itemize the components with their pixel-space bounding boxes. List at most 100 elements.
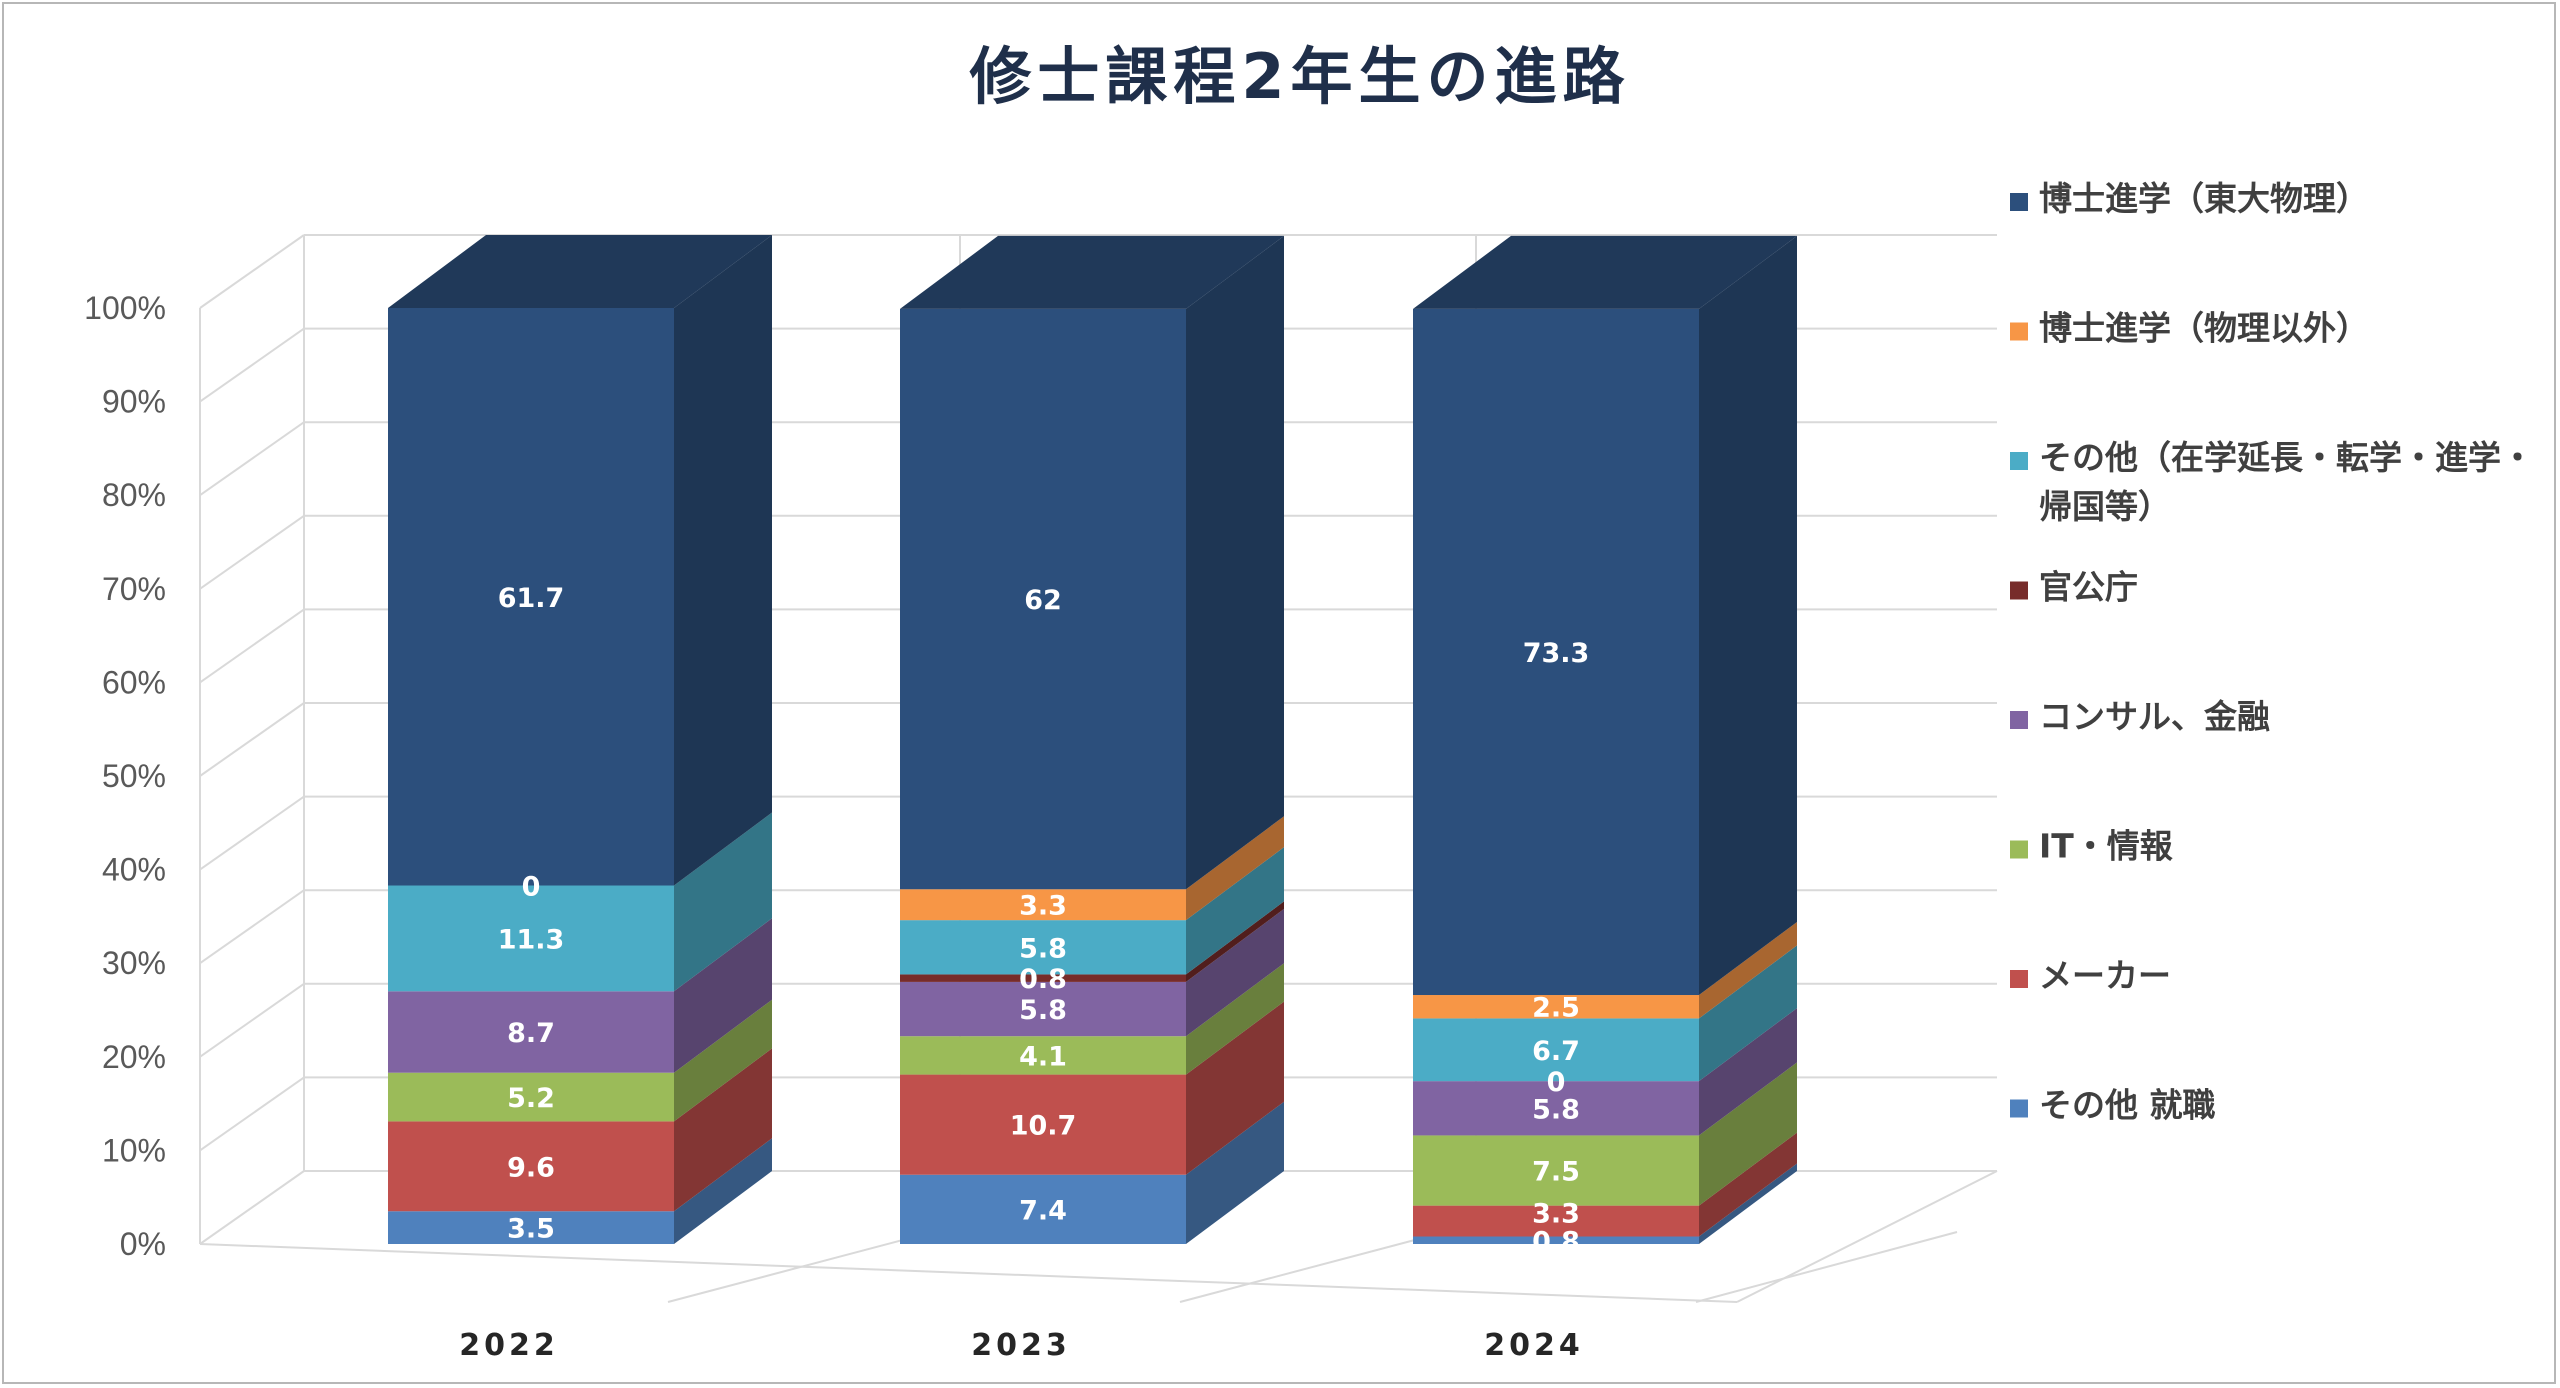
legend-item: 博士進学（東大物理） [2010,179,2369,218]
bar-segment-side [1699,1163,1797,1244]
legend-item: コンサル、金融 [2010,697,2270,736]
bar-segment-front [900,981,1186,1037]
bar-segment-front [1413,308,1699,996]
data-label: 3.3 [1532,1198,1580,1229]
bar-segment-front [388,308,674,886]
y-tick-label: 50% [102,758,166,794]
bar-segment-side [1699,945,1797,1082]
bar-segment-side [674,918,772,1073]
bar-segment-front [900,1174,1186,1244]
bar-top-face [1413,235,1797,309]
bar-segment-side [1186,908,1284,1037]
bar-segment-side [1699,1008,1797,1136]
gridline-diagonal [199,234,305,309]
bar-top-face [900,235,1284,309]
bar-segment-front [900,308,1186,890]
y-tick-label: 80% [102,477,166,513]
data-label: 10.7 [1010,1111,1077,1142]
data-label: 7.4 [1019,1195,1067,1226]
y-axis-ticks: 0% 10% 20% 30% 40% 50% 60% 70% 80% 90% 100% [84,290,166,1262]
x-tick-label: 2024 [1484,1328,1584,1363]
bar-segment-front [1413,1018,1699,1082]
legend-swatch [2010,581,2028,600]
bars [388,235,1797,1244]
gridline-diagonal [199,795,305,871]
bar-segment-side [1699,1062,1797,1206]
chart-title: 修士課程2年生の進路 [969,40,1630,113]
legend-swatch [2010,193,2028,211]
y-tick-label: 70% [102,571,166,607]
legend-label: その他（在学延長・転学・進学・ [2039,438,2534,477]
bar-segment-side [1186,901,1284,982]
bar-segment-front [900,974,1186,982]
gridline-diagonal [199,327,305,403]
legend-item: その他 就職 [2010,1086,2216,1125]
gridline-diagonal [199,1170,305,1245]
bar-segment-side [674,812,772,992]
gridline-diagonal [199,514,305,590]
bar-segment-front [900,889,1186,921]
legend-label: 官公庁 [2039,568,2138,607]
bar-segment-front [1413,1236,1699,1244]
legend-swatch [2010,452,2028,470]
bar-segment-front [1413,995,1699,1019]
y-tick-label: 60% [102,664,166,700]
bar-top-face [388,235,772,308]
legend-swatch [2010,711,2028,729]
bar-segment-front [388,1072,674,1122]
data-label: 3.5 [507,1214,555,1245]
data-label: 7.5 [1532,1157,1580,1188]
legend-item: 博士進学（物理以外） [2010,309,2369,348]
y-tick-label: 100% [84,290,166,326]
legend-item: メーカー [2010,956,2171,995]
gridline-diagonal [199,1076,305,1152]
data-label: 62 [1024,585,1062,616]
x-axis-ticks: 2022 2023 2024 [459,1328,1584,1363]
gridline-diagonal [199,889,305,965]
y-tick-label: 40% [102,852,166,888]
bar-segment-front [388,1121,674,1212]
legend-item: 官公庁 [2010,568,2138,607]
y-tick-label: 0% [120,1226,166,1262]
legend-swatch [2010,840,2028,859]
bar-segment-side [674,999,772,1122]
bar-segment-side [1186,847,1284,975]
y-tick-label: 90% [102,384,166,420]
bar-segment-front [388,885,674,992]
bar-segment-front [900,920,1186,975]
bar-segment-side [1186,1101,1284,1244]
data-label: 9.6 [507,1152,555,1183]
gridline-diagonal [199,421,305,497]
data-label: 2.5 [1532,993,1580,1024]
x-tick-label: 2023 [971,1328,1071,1363]
bar-stack-2023 [900,235,1284,1244]
y-tick-label: 30% [102,945,166,981]
legend-swatch [2010,1099,2028,1118]
legend: 博士進学（東大物理） 博士進学（物理以外） その他（在学延長・転学・進学・帰国等） 官… [2010,179,2534,1125]
data-label: 4.1 [1019,1041,1067,1072]
data-label: 8.7 [507,1018,555,1049]
bar-segment-front [388,1211,674,1244]
y-tick-label: 10% [102,1132,166,1168]
legend-label: 博士進学（東大物理） [2039,179,2369,218]
data-label: 5.2 [507,1083,555,1114]
bar-segment-side [1186,1001,1284,1175]
bar-segment-side [674,1138,772,1244]
data-label: 5.8 [1019,995,1067,1026]
floor-divider [1695,1231,1958,1303]
gridline-diagonal [199,608,305,684]
data-label: 0 [522,872,541,903]
data-label: 0.8 [1019,964,1067,995]
data-label: 3.3 [1019,891,1067,922]
legend-swatch [2010,970,2028,988]
data-label: 61.7 [498,583,565,614]
gridline-diagonal [199,702,305,777]
legend-item: IT・情報 [2010,827,2173,866]
x-tick-label: 2022 [459,1328,559,1363]
legend-label: メーカー [2039,956,2171,995]
bar-segment-side [1186,816,1284,921]
bar-segment-side [1699,235,1797,996]
data-labels: 3.59.65.28.711.3061.77.410.74.15.80.85.8… [498,583,1590,1258]
floor-divider [667,1231,934,1303]
